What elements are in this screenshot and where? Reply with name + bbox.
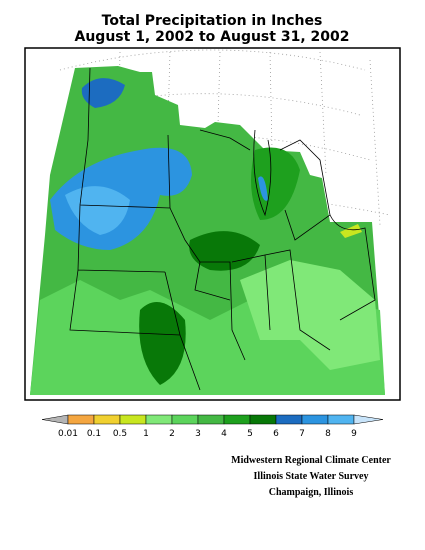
graticule (59, 49, 391, 226)
credit-line: Illinois State Water Survey (254, 471, 369, 482)
legend-under (41, 414, 69, 425)
precip-zone (258, 176, 268, 201)
legend-label: 4 (221, 429, 227, 439)
legend-swatch (275, 414, 303, 425)
legend-label: 1 (143, 429, 149, 439)
precip-zone (189, 231, 260, 271)
legend-label: 7 (299, 429, 305, 439)
legend-label: 0.01 (58, 429, 78, 439)
precip-zone (30, 280, 385, 395)
title-line: Total Precipitation in Inches (102, 13, 323, 29)
legend-label: 3 (195, 429, 201, 439)
legend-swatch (145, 414, 173, 425)
legend-swatch (301, 414, 329, 425)
legend-label: 9 (351, 429, 357, 439)
precip-zone (251, 147, 300, 220)
title-line: August 1, 2002 to August 31, 2002 (75, 29, 350, 45)
legend-label: 2 (169, 429, 175, 439)
precip-zone (340, 224, 362, 238)
legend-label: 8 (325, 429, 331, 439)
precip-zone (139, 302, 186, 385)
legend-swatch (171, 414, 199, 425)
legend-swatch (223, 414, 251, 425)
legend-swatch (327, 414, 355, 425)
legend-swatch (67, 414, 95, 425)
state-borders (69, 67, 376, 391)
legend-label: 0.1 (87, 429, 101, 439)
credit-line: Midwestern Regional Climate Center (231, 455, 391, 466)
legend-swatch (249, 414, 277, 425)
precip-zone (240, 260, 380, 370)
legend-swatch (119, 414, 147, 425)
map-frame (24, 47, 401, 401)
precip-zone (65, 186, 130, 235)
credit-line: Champaign, Illinois (269, 487, 354, 498)
legend-label: 5 (247, 429, 253, 439)
legend: 0.01 0.1 0.5 1 2 3 4 5 6 7 8 9 (41, 414, 384, 439)
legend-swatch (197, 414, 225, 425)
legend-label: 0.5 (113, 429, 127, 439)
legend-swatch (93, 414, 121, 425)
map (24, 47, 401, 401)
precip-zone (81, 78, 125, 108)
legend-label: 6 (273, 429, 279, 439)
legend-over (353, 414, 384, 425)
